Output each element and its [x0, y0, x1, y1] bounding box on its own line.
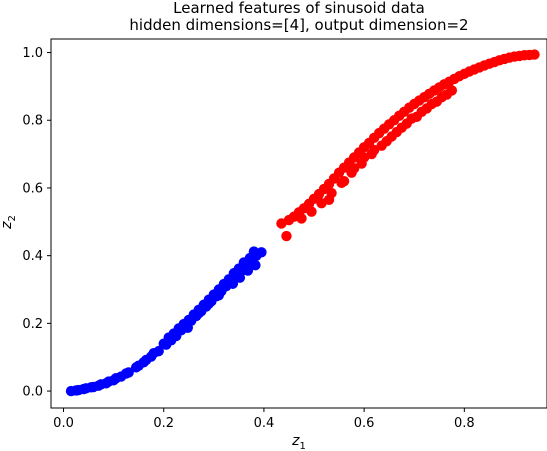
x-tick-label: 0.4: [254, 416, 275, 431]
data-point: [421, 103, 432, 114]
y-tick-label: 0.2: [22, 317, 43, 332]
data-point: [338, 175, 350, 187]
y-tick-label: 0.4: [22, 249, 43, 264]
x-axis-ticks: 0.0 0.2 0.4 0.6 0.8: [53, 408, 475, 431]
y-tick-label: 0.6: [22, 181, 43, 196]
chart-title: Learned features of sinusoid data: [173, 0, 425, 17]
data-point: [306, 206, 317, 217]
plot-frame: [50, 38, 547, 409]
data-point: [182, 322, 193, 333]
x-tick-label: 0.2: [153, 416, 174, 431]
data-point: [381, 136, 392, 147]
data-point: [431, 96, 442, 107]
y-tick-label: 0.8: [22, 114, 43, 129]
y-axis-ticks: 0.0 0.2 0.4 0.6 0.8 1.0: [22, 46, 51, 400]
data-point: [323, 194, 335, 205]
data-point: [203, 298, 215, 309]
data-point: [158, 338, 169, 349]
data-point: [148, 347, 159, 359]
data-point: [281, 230, 292, 242]
data-point: [358, 152, 370, 163]
chart-subtitle: hidden dimensions=[4], output dimension=…: [129, 16, 468, 34]
data-point: [234, 272, 246, 283]
data-point: [529, 49, 540, 60]
data-point: [391, 126, 402, 138]
x-tick-label: 0.8: [454, 416, 475, 431]
x-tick-label: 0.6: [354, 416, 375, 431]
data-point: [95, 379, 107, 390]
points-layer: [65, 49, 540, 397]
y-tick-label: 0.0: [22, 385, 43, 400]
data-point: [242, 265, 254, 276]
data-point: [348, 163, 360, 174]
data-point: [70, 385, 82, 396]
data-point: [140, 354, 152, 366]
data-point: [296, 213, 307, 224]
data-point: [213, 290, 225, 301]
data-point: [120, 368, 132, 379]
x-tick-label: 0.0: [53, 416, 74, 431]
y-axis-label: z2: [0, 215, 18, 230]
data-point: [250, 259, 261, 271]
data-point: [227, 278, 239, 289]
data-point: [193, 308, 204, 319]
y-tick-label: 1.0: [22, 46, 43, 61]
x-axis-label: z1: [291, 433, 306, 451]
data-point: [368, 144, 380, 156]
data-point: [441, 89, 452, 100]
data-point: [133, 360, 144, 371]
data-point: [411, 111, 422, 123]
data-point: [256, 247, 267, 258]
data-point: [401, 118, 412, 129]
